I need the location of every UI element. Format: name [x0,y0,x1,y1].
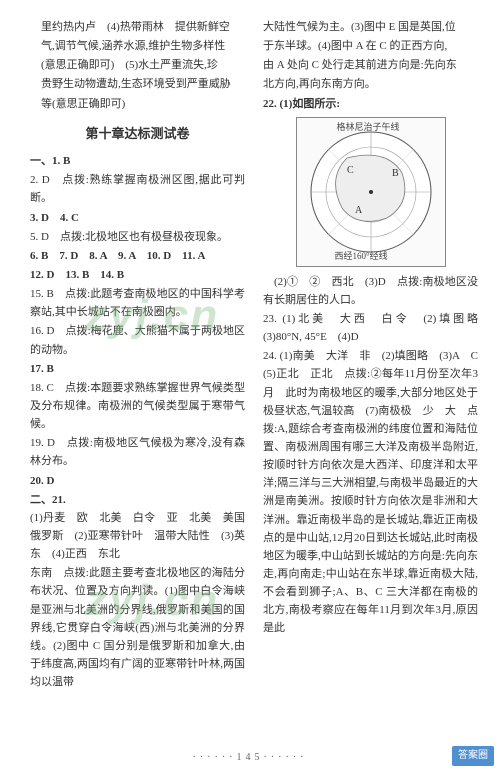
q23: 23. (1)北美 大西 白令 (2)填图略 (3)80°N, 45°E (4)… [263,310,478,346]
intro-line: (意思正确即可) (5)水土严重流失,珍 [30,56,245,74]
svg-text:A: A [355,205,363,216]
q22-head: 22. (1)如图所示: [263,95,478,113]
q17: 17. B [30,360,245,378]
svg-text:B: B [392,168,399,179]
chapter-title: 第十章达标测试卷 [30,123,245,144]
q21-tail: 东南 点拨:此题主要考查北极地区的海陆分布状况、位置及方向判读。(1)图中白令海… [30,564,245,691]
svg-text:C: C [347,165,354,176]
fig-bottom-label: 西经160°经线 [335,249,388,264]
cont-line: 于东半球。(4)图中 A 在 C 的正西方向, [263,37,478,55]
q3: 3. D 4. C [30,209,245,227]
q19: 19. D 点拨:南极地区气候极为寒冷,没有森林分布。 [30,434,245,470]
brand-badge: 答案圈 [452,746,494,767]
q5: 5. D 点拨:北极地区也有极昼极夜现象。 [30,228,245,246]
cont-line: 由 A 处向 C 处行走其前进方向是:先向东 [263,56,478,74]
cont-line: 北方向,再向东南方向。 [263,75,478,93]
part1-label: 一、1. B [30,152,245,170]
page-container: 里约热内卢 (4)热带雨林 提供新鲜空 气,调节气候,涵养水源,维护生物多样性 … [0,0,500,772]
intro-line: 等(意思正确即可) [30,95,245,113]
intro-line: 气,调节气候,涵养水源,维护生物多样性 [30,37,245,55]
page-number: ······145······ [0,750,500,767]
polar-map-figure: 格林尼治子午线 A B C 西经160°经线 [296,117,446,267]
q16: 16. D 点拨:梅花鹿、大熊猫不属于两极地区的动物。 [30,322,245,358]
q18: 18. C 点拨:本题要求熟练掌握世界气候类型及分布规律。南极洲的气候类型属于寒… [30,379,245,433]
polar-map-svg: A B C [297,118,445,266]
intro-line: 贵野生动物遭劫,生态环境受到严重威胁 [30,75,245,93]
q6: 6. B 7. D 8. A 9. A 10. D 11. A [30,247,245,265]
q24: 24. (1)南美 大洋 非 (2)填图略 (3)A C (5)正北 正北 点拨… [263,347,478,637]
q20: 20. D [30,472,245,490]
q21-1: (1)丹麦 欧 北美 白令 亚 北美 美国 俄罗斯 (2)亚寒带针叶 温带大陆性… [30,509,245,563]
cont-line: 大陆性气候为主。(3)图中 E 国是英国,位 [263,18,478,36]
q22-tail: (2)① ② 西北 (3)D 点拨:南极地区没有长期居住的人口。 [263,273,478,309]
intro-line: 里约热内卢 (4)热带雨林 提供新鲜空 [30,18,245,36]
fig-top-label: 格林尼治子午线 [337,120,400,135]
q2: 2. D 点拨:熟练掌握南极洲区图,据此可判断。 [30,171,245,207]
page-number-value: 145 [237,752,264,763]
left-column: 里约热内卢 (4)热带雨林 提供新鲜空 气,调节气候,涵养水源,维护生物多样性 … [30,18,245,762]
q12: 12. D 13. B 14. B [30,266,245,284]
q15: 15. B 点拨:此题考查南极地区的中国科学考察站,其中长城站不在南极圈内。 [30,285,245,321]
right-column: 大陆性气候为主。(3)图中 E 国是英国,位 于东半球。(4)图中 A 在 C … [263,18,478,762]
part2-label: 二、21. [30,494,66,506]
